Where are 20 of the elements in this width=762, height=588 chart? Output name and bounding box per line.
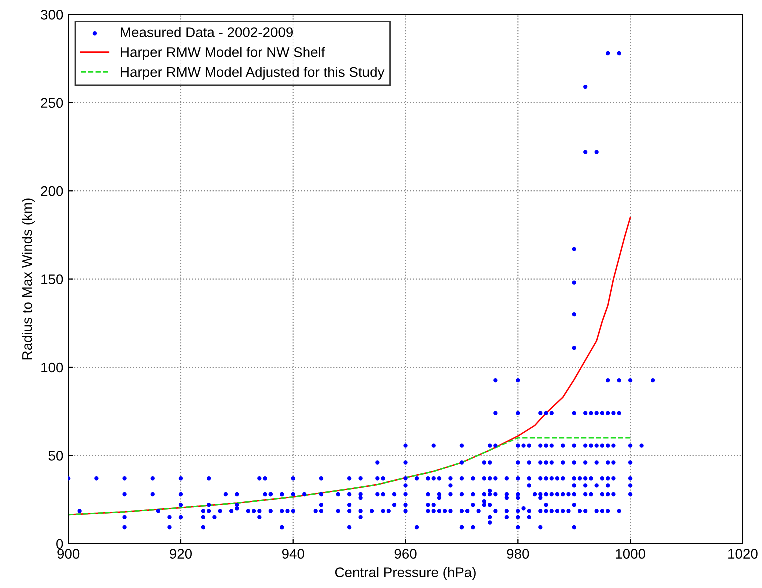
legend-label: Harper RMW Model for NW Shelf [121,47,326,60]
y-axis-title: Radius to Max Winds (km) [22,198,35,360]
legend-label: Harper RMW Model Adjusted for this Study [121,66,385,80]
y-tick-label: 300 [41,10,64,20]
x-tick-label: 1020 [728,549,758,559]
x-tick-label: 900 [58,549,80,559]
x-tick-label: 1000 [616,549,646,559]
y-tick-label: 50 [48,451,64,461]
y-tick-label: 0 [56,539,64,550]
x-tick-label: 980 [507,549,530,559]
y-tick-label: 200 [41,186,64,196]
x-tick-label: 920 [170,549,192,559]
y-tick-label: 250 [41,98,64,108]
x-axis-title: Central Pressure (hPa) [335,567,476,580]
legend-label: Measured Data - 2002-2009 [121,27,294,38]
x-tick-label: 960 [394,549,417,559]
y-tick-label: 150 [42,274,64,284]
y-tick-label: 100 [42,362,64,373]
x-tick-label: 940 [282,549,304,559]
line-series [68,437,632,516]
